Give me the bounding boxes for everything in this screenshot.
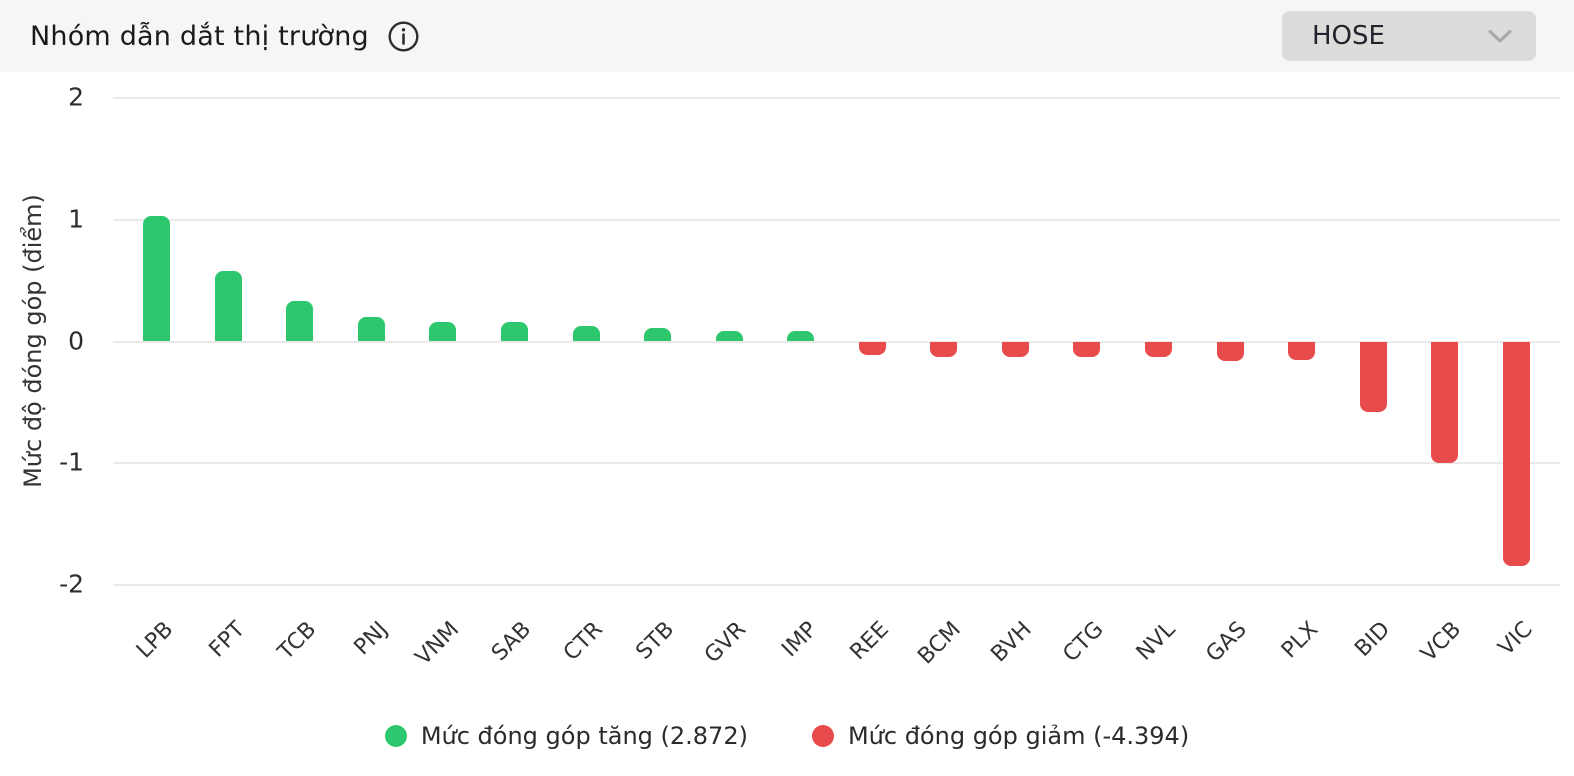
x-tick-label-CTG: CTG — [1058, 617, 1109, 668]
bar-CTR[interactable] — [572, 325, 600, 342]
legend-dot-increase-icon — [384, 725, 407, 747]
bar-GVR[interactable] — [715, 330, 743, 342]
x-tick-label-REE: REE — [845, 617, 894, 666]
legend-item-decrease[interactable]: Mức đóng góp giảm (-4.394) — [811, 722, 1190, 750]
bar-SAB[interactable] — [501, 322, 529, 342]
legend-label-decrease: Mức đóng góp giảm (-4.394) — [847, 722, 1190, 750]
legend-item-increase[interactable]: Mức đóng góp tăng (2.872) — [384, 722, 748, 750]
bar-BID[interactable] — [1359, 341, 1387, 413]
bar-VCB[interactable] — [1431, 341, 1459, 464]
gridline-2 — [113, 97, 1560, 99]
x-tick-label-GVR: GVR — [699, 617, 751, 669]
bar-REE[interactable] — [858, 341, 886, 355]
x-tick-label-TCB: TCB — [273, 617, 322, 665]
bar-VNM[interactable] — [429, 322, 457, 342]
chart-legend: Mức đóng góp tăng (2.872) Mức đóng góp g… — [0, 722, 1574, 750]
chevron-down-icon — [1488, 29, 1512, 44]
exchange-dropdown-value: HOSE — [1312, 21, 1385, 51]
exchange-dropdown[interactable]: HOSE — [1282, 11, 1536, 61]
bar-TCB[interactable] — [286, 301, 314, 342]
x-tick-label-BVH: BVH — [986, 617, 1038, 668]
widget-header: Nhóm dẫn dắt thị trường HOSE — [0, 0, 1574, 72]
y-tick-label: 0 — [68, 325, 84, 355]
bar-BCM[interactable] — [930, 341, 958, 358]
x-tick-label-VIC: VIC — [1494, 617, 1538, 661]
x-tick-label-VNM: VNM — [411, 617, 465, 671]
bar-STB[interactable] — [644, 328, 672, 342]
x-tick-label-GAS: GAS — [1201, 617, 1252, 668]
x-tick-label-FPT: FPT — [204, 617, 251, 663]
y-tick-label: 1 — [68, 204, 84, 234]
x-tick-label-PNJ: PNJ — [349, 617, 394, 661]
bar-LPB[interactable] — [143, 216, 171, 342]
bar-VIC[interactable] — [1502, 341, 1530, 566]
gridline-1 — [113, 218, 1560, 221]
x-tick-label-LPB: LPB — [132, 617, 179, 664]
x-tick-label-STB: STB — [631, 617, 680, 665]
x-tick-label-BCM: BCM — [913, 617, 966, 670]
bar-BVH[interactable] — [1001, 341, 1029, 358]
bar-IMP[interactable] — [787, 330, 815, 342]
gridline-0 — [113, 340, 1560, 343]
bar-PNJ[interactable] — [357, 317, 385, 342]
legend-label-increase: Mức đóng góp tăng (2.872) — [420, 722, 748, 750]
gridline--2 — [113, 584, 1560, 586]
gridline--1 — [113, 462, 1560, 465]
bar-NVL[interactable] — [1144, 341, 1172, 358]
x-tick-label-PLX: PLX — [1276, 617, 1324, 664]
bar-GAS[interactable] — [1216, 341, 1244, 361]
y-tick-label: 2 — [68, 82, 84, 112]
x-tick-label-SAB: SAB — [487, 617, 537, 667]
bar-FPT[interactable] — [214, 270, 242, 342]
page-title: Nhóm dẫn dắt thị trường — [30, 20, 369, 52]
bar-PLX[interactable] — [1288, 341, 1316, 360]
bar-CTG[interactable] — [1073, 341, 1101, 358]
info-circle-icon[interactable] — [387, 20, 420, 53]
x-tick-label-BID: BID — [1349, 617, 1395, 662]
x-tick-label-NVL: NVL — [1131, 617, 1181, 666]
x-tick-label-VCB: VCB — [1416, 617, 1467, 667]
y-tick-label: -1 — [59, 447, 84, 477]
x-tick-label-CTR: CTR — [558, 617, 608, 666]
legend-dot-decrease-icon — [811, 725, 834, 747]
y-tick-label: -2 — [59, 569, 84, 599]
x-tick-label-IMP: IMP — [777, 617, 823, 663]
